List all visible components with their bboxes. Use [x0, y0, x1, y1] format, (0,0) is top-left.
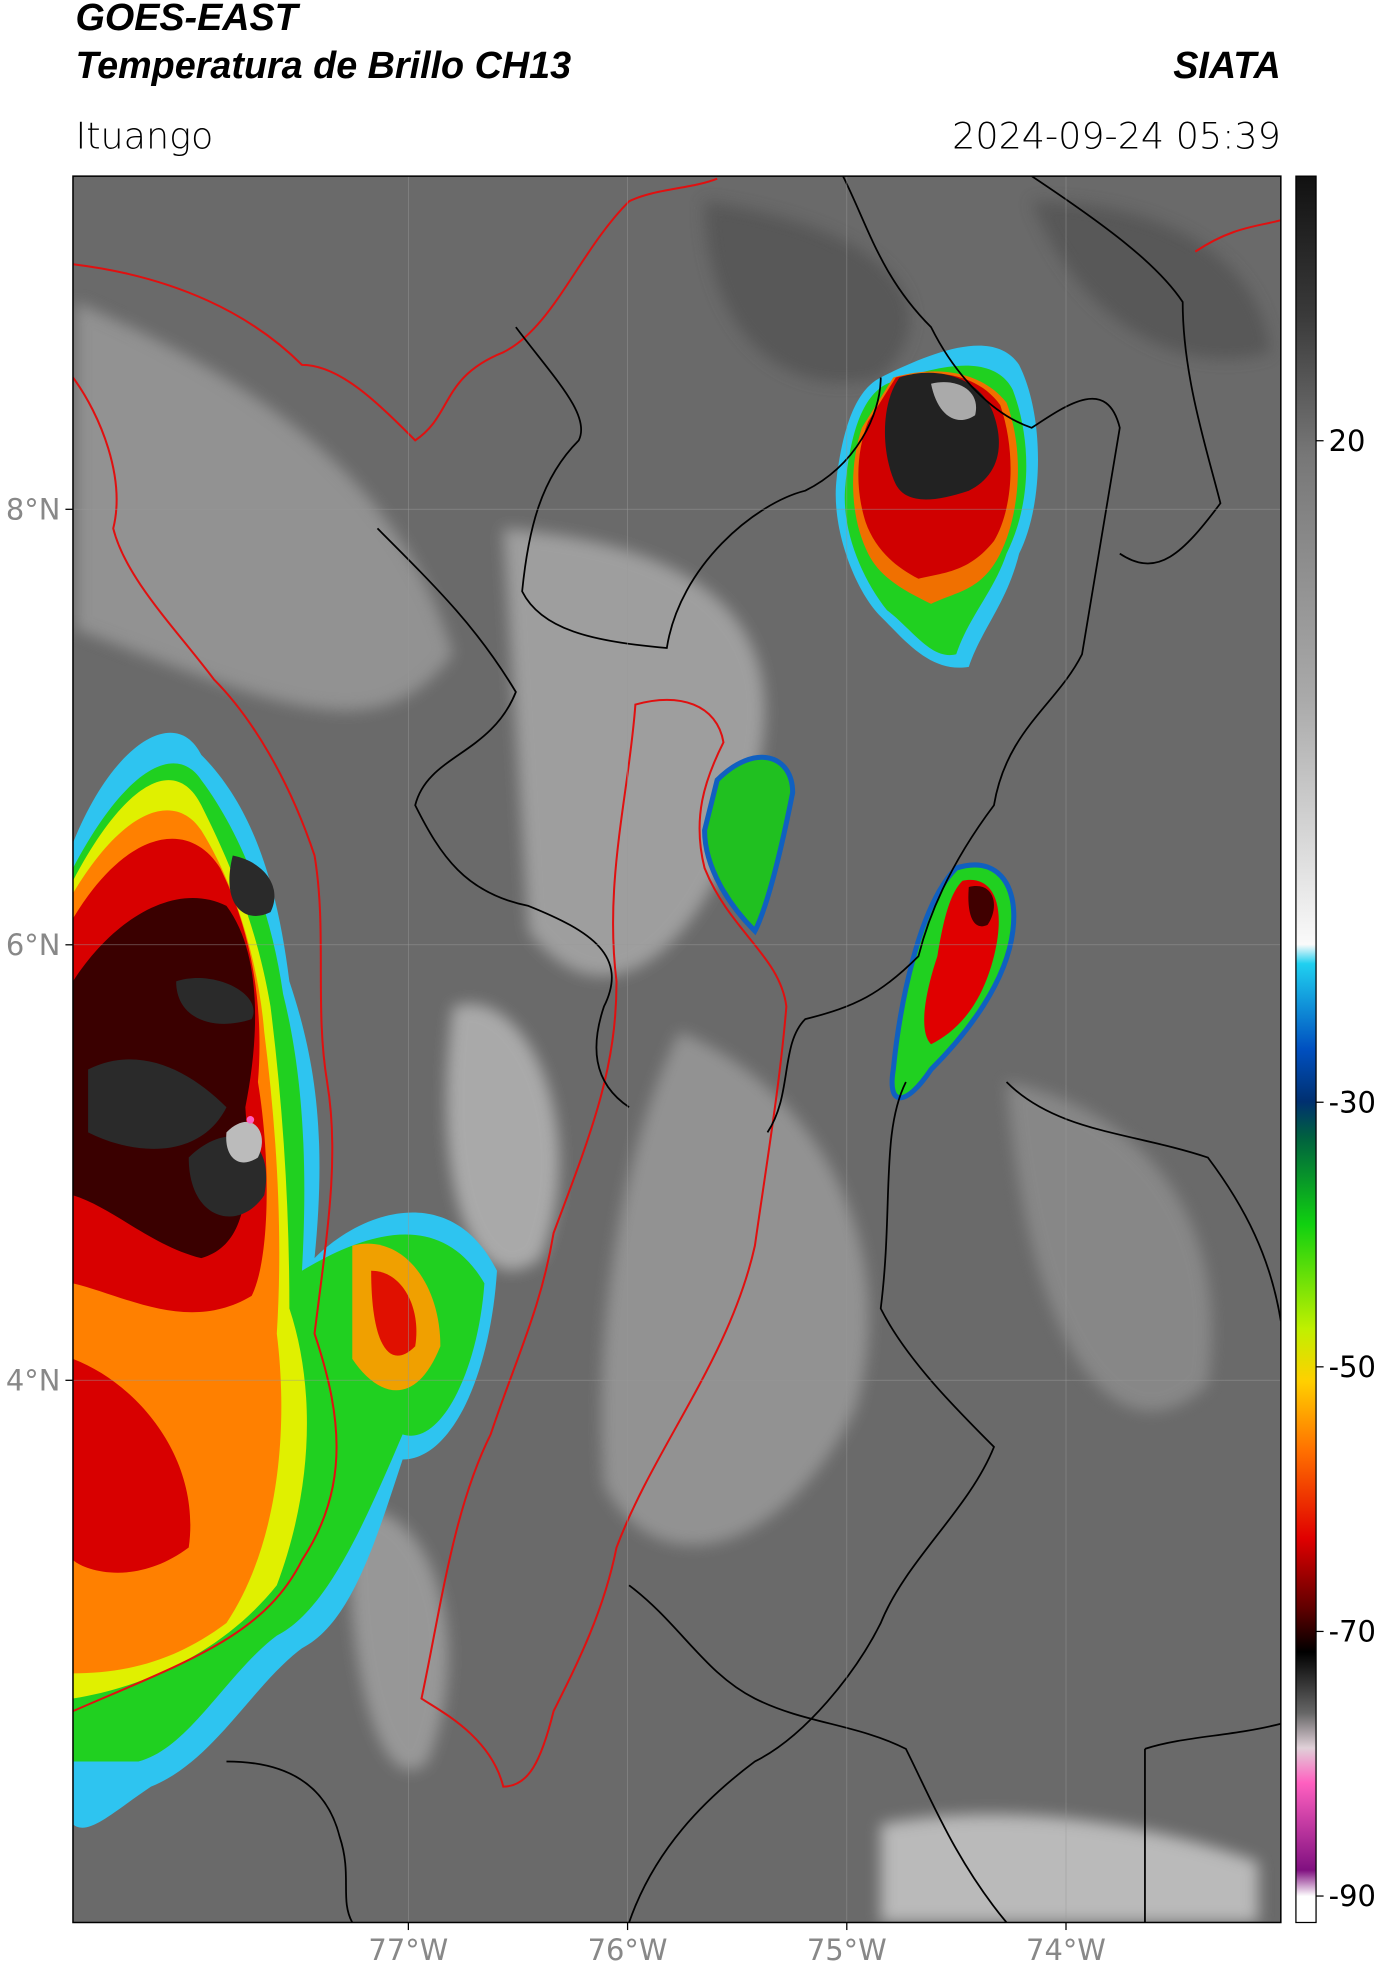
colorbar-tick-label: -30 — [1329, 1085, 1376, 1119]
colorbar-tick-label: -70 — [1329, 1615, 1376, 1649]
colorbar — [1295, 175, 1317, 1924]
colorbar-tick-label: -50 — [1329, 1350, 1376, 1384]
axes: 77°W 76°W 75°W 74°W 8°N 6°N 4°N 20 -30 -50 -70 -90 — [6, 424, 1376, 1967]
brand: SIATA — [1173, 44, 1281, 86]
y-tick-label: 8°N — [6, 492, 61, 526]
map-area — [72, 176, 1281, 1923]
x-tick-label: 76°W — [588, 1933, 668, 1967]
cloud-texture — [75, 201, 1271, 1923]
convection-west — [72, 732, 497, 1828]
datetime: 2024-09-24 05:39 — [952, 114, 1281, 157]
x-tick-label: 77°W — [368, 1933, 448, 1967]
x-tick-label: 75°W — [807, 1933, 887, 1967]
convection-east — [702, 754, 1017, 1101]
colorbar-tick-label: -90 — [1329, 1879, 1376, 1913]
political-borders — [72, 176, 1281, 1923]
colorbar-tick-label: 20 — [1329, 424, 1366, 458]
map-frame — [72, 175, 1282, 1924]
grid — [72, 176, 1281, 1923]
y-tick-label: 6°N — [6, 928, 61, 962]
location: Ituango — [75, 114, 213, 157]
convection-north — [835, 345, 1038, 668]
y-tick-label: 4°N — [6, 1363, 61, 1397]
x-tick-label: 74°W — [1026, 1933, 1106, 1967]
title-line2: Temperatura de Brillo CH13 — [75, 44, 571, 86]
title-line1: GOES-EAST — [75, 0, 300, 38]
